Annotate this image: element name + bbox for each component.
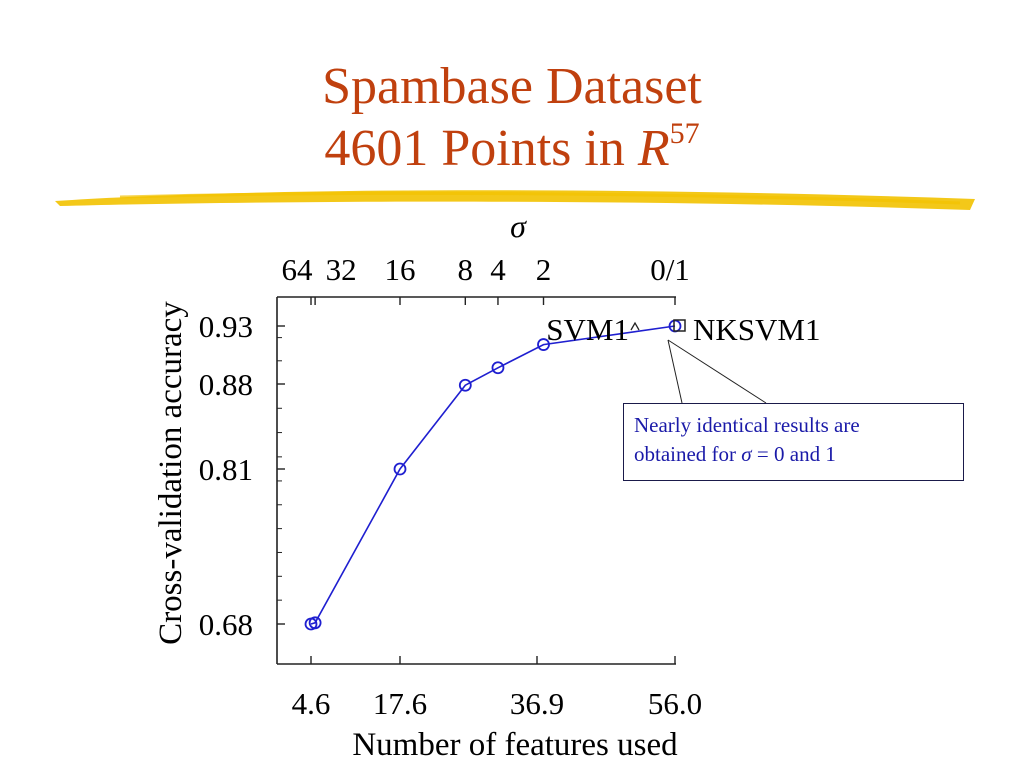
- x-tick-label: 36.9: [510, 686, 564, 721]
- data-point: [393, 462, 407, 476]
- title-variable: R: [637, 120, 670, 177]
- callout-line-2-prefix: obtained for: [634, 442, 742, 466]
- callout-line-2: obtained for σ = 0 and 1: [634, 440, 963, 469]
- y-tick-label: 0.81: [199, 452, 253, 487]
- svm1-marker: [630, 321, 640, 331]
- callout-line-2-suffix: = 0 and 1: [751, 442, 836, 466]
- pointer-line-right: [667, 339, 767, 404]
- title-superscript: 57: [669, 117, 700, 150]
- y-axis-title: Cross-validation accuracy: [153, 301, 189, 645]
- y-ticks: 0.68 0.81 0.88 0.93: [199, 309, 285, 642]
- top-ticks: 64 32 16 8 4 2 0/1: [282, 252, 690, 305]
- callout-note: Nearly identical results are obtained fo…: [623, 403, 964, 481]
- x-ticks: 4.6 17.6 36.9 56.0: [292, 656, 702, 721]
- data-point: [308, 616, 322, 630]
- top-tick-label: 2: [536, 252, 552, 287]
- callout-sigma: σ: [741, 442, 752, 466]
- title-line-2: 4601 Points in R57: [0, 118, 1024, 180]
- nksvm1-label: NKSVM1: [693, 312, 820, 347]
- top-tick-label: 64: [282, 252, 314, 287]
- top-tick-label: 32: [326, 252, 357, 287]
- annotation-layer: SVM1 NKSVM1: [546, 312, 820, 347]
- title-highlight-stroke: [55, 190, 975, 210]
- top-tick-label: 0/1: [650, 252, 690, 287]
- title-line-1: Spambase Dataset: [322, 58, 702, 115]
- x-axis-title: Number of features used: [352, 727, 678, 763]
- data-point: [491, 361, 505, 375]
- callout-line-1: Nearly identical results are: [634, 413, 860, 437]
- callout-pointer: [667, 339, 767, 404]
- x-tick-label: 4.6: [292, 686, 331, 721]
- top-tick-label: 4: [490, 252, 506, 287]
- x-tick-label: 56.0: [648, 686, 702, 721]
- y-tick-label: 0.88: [199, 367, 253, 402]
- pointer-line-left: [667, 339, 683, 404]
- nksvm1-marker: [673, 319, 686, 332]
- top-tick-label: 8: [458, 252, 474, 287]
- y-tick-label: 0.68: [199, 607, 253, 642]
- x-tick-label: 17.6: [373, 686, 427, 721]
- slide-title: Spambase Dataset 4601 Points in R57: [0, 56, 1024, 180]
- svm1-label: SVM1: [546, 312, 629, 347]
- data-point: [537, 338, 550, 351]
- plot-axes: [276, 296, 676, 665]
- data-point: [458, 378, 472, 392]
- top-tick-label: 16: [385, 252, 416, 287]
- title-line-2-prefix: 4601 Points in: [324, 120, 638, 177]
- top-axis-label: σ: [510, 208, 527, 244]
- y-tick-label: 0.93: [199, 309, 253, 344]
- series-line: [310, 325, 676, 625]
